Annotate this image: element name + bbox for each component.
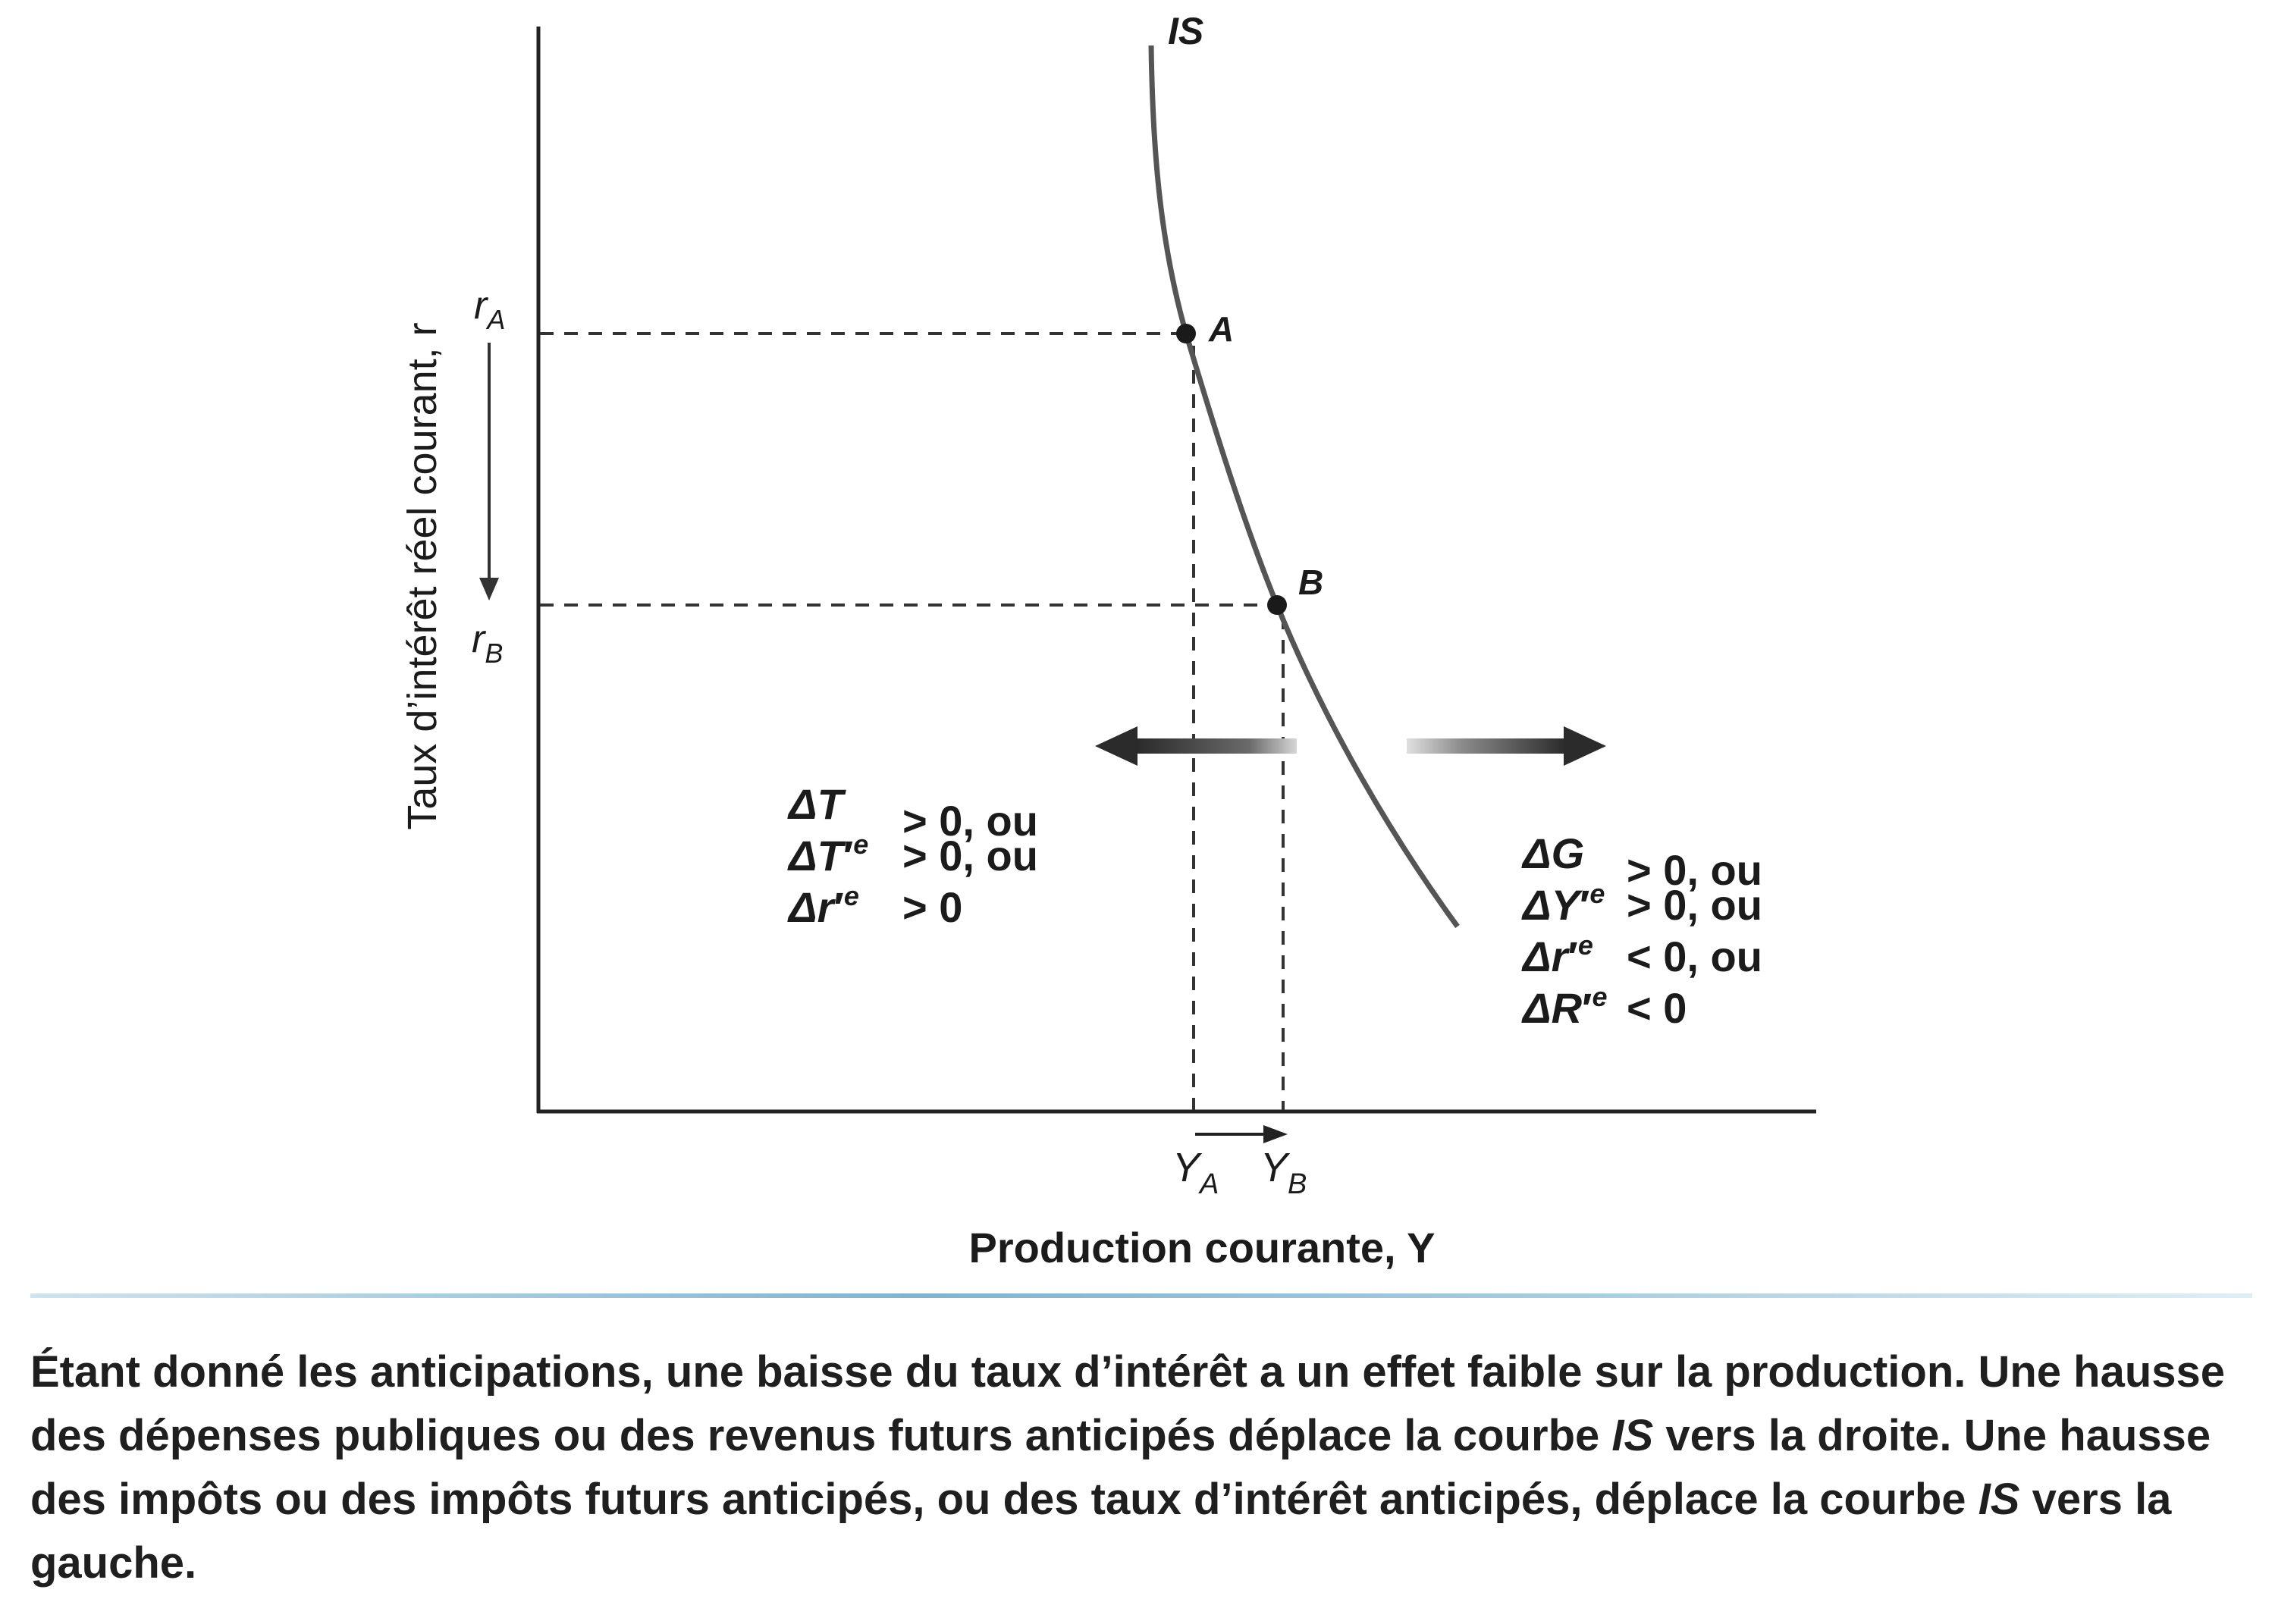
y-increase-arrow-head [1263, 1125, 1288, 1143]
caption-text-2: vers la droite. Une hausse des impôts ou… [30, 1411, 2211, 1524]
is-curve-label: IS [1168, 10, 1203, 52]
r-decrease-arrow-head [479, 578, 499, 600]
right-condition-line: ΔG > 0, ou [1521, 829, 1762, 894]
y-axis-label: Taux d’intérêt réel courant, r [400, 322, 445, 829]
point-b-marker [1267, 595, 1287, 615]
y-b-label: YB [1260, 1145, 1307, 1200]
point-a-marker [1176, 324, 1196, 343]
caption-text-1: Étant donné les anticipations, une baiss… [30, 1347, 2226, 1460]
right-condition-line: ΔY′e > 0, ou [1521, 878, 1762, 929]
is-curve [1148, 45, 1460, 929]
r-b-label: rB [472, 617, 503, 669]
r-a-label: rA [474, 284, 505, 335]
figure-caption: Étant donné les anticipations, une baiss… [30, 1340, 2252, 1595]
y-a-label: YA [1172, 1145, 1219, 1200]
caption-is-2: IS [1978, 1475, 2020, 1524]
point-b-label: B [1298, 563, 1323, 602]
caption-divider [30, 1293, 2252, 1298]
caption-text-3: vers la gauche. [30, 1475, 2172, 1588]
right-condition-line: ΔR′e < 0 [1521, 981, 1687, 1032]
left-shift-arrow [1095, 726, 1297, 766]
x-axis-label: Production courante, Y [968, 1224, 1435, 1271]
right-shift-conditions: ΔG > 0, ou ΔY′e > 0, ou Δr′e < 0, ou ΔR′e < … [1521, 829, 1762, 1032]
left-condition-line: Δr′e > 0 [787, 880, 962, 931]
caption-is-1: IS [1611, 1411, 1654, 1460]
left-condition-line: ΔT > 0, ou [787, 780, 1038, 845]
point-a-label: A [1208, 309, 1234, 349]
left-condition-line: ΔT′e > 0, ou [787, 829, 1038, 879]
right-condition-line: Δr′e < 0, ou [1521, 930, 1762, 980]
right-shift-arrow [1407, 726, 1606, 766]
left-shift-conditions: ΔT > 0, ou ΔT′e > 0, ou Δr′e > 0 [787, 780, 1038, 931]
is-curve-diagram: IS A B rA rB YA YB Production courante, … [400, 10, 1816, 1271]
